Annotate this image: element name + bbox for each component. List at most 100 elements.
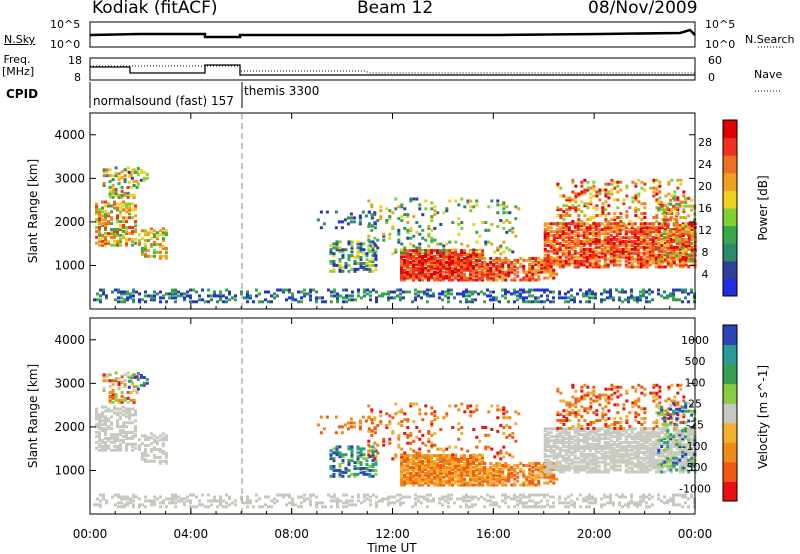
- power-cell: [579, 288, 582, 292]
- power-cell: [684, 196, 688, 200]
- power-cell: [522, 276, 526, 280]
- power-cell: [412, 268, 416, 272]
- power-cell: [120, 292, 123, 296]
- power-cell: [110, 210, 114, 214]
- velocity-cell: [147, 499, 150, 503]
- power-cell: [603, 249, 607, 253]
- power-cell: [367, 244, 371, 248]
- power-cell: [597, 245, 601, 249]
- power-cell: [669, 251, 673, 255]
- power-cell: [110, 227, 114, 231]
- velocity-cell: [537, 501, 540, 505]
- power-cell: [600, 249, 604, 253]
- velocity-cell: [409, 473, 413, 477]
- power-cell: [409, 272, 413, 276]
- power-cell: [451, 274, 455, 278]
- power-cell: [361, 210, 365, 214]
- velocity-cell: [543, 495, 546, 499]
- power-cell: [350, 254, 354, 258]
- velocity-cell: [351, 499, 354, 503]
- velocity-cell: [105, 373, 109, 377]
- velocity-cell: [495, 503, 498, 507]
- power-cell: [588, 257, 592, 261]
- velocity-cell: [131, 436, 135, 440]
- velocity-cell: [114, 493, 117, 497]
- power-cell: [448, 260, 452, 264]
- power-cell: [442, 262, 446, 266]
- velocity-cell: [537, 473, 541, 477]
- power-cell: [618, 238, 622, 242]
- power-cell: [430, 251, 434, 255]
- power-cell: [472, 260, 476, 264]
- power-cell: [540, 300, 543, 304]
- velocity-cell: [558, 452, 562, 456]
- velocity-cell: [421, 455, 425, 459]
- power-cell: [579, 261, 583, 265]
- power-cell: [561, 261, 565, 265]
- power-cell: [116, 243, 120, 247]
- power-cell: [146, 233, 150, 237]
- velocity-cell: [486, 481, 490, 485]
- power-cell: [439, 272, 443, 276]
- velocity-cell: [329, 474, 333, 478]
- power-cell: [654, 230, 658, 234]
- velocity-cell: [403, 473, 407, 477]
- velocity-cell: [457, 475, 461, 479]
- power-cell: [576, 234, 580, 238]
- velocity-cell: [606, 501, 609, 505]
- power-cell: [618, 236, 622, 240]
- power-cell: [657, 255, 661, 259]
- power-cell: [329, 260, 333, 263]
- power-cell: [255, 288, 258, 292]
- velocity-cell: [116, 413, 120, 417]
- velocity-cell: [145, 377, 149, 381]
- power-cell: [573, 222, 577, 226]
- power-cell: [101, 200, 105, 204]
- power-cell: [543, 247, 547, 251]
- power-cell: [567, 230, 571, 234]
- velocity-cell: [540, 467, 544, 471]
- power-cell: [291, 298, 294, 302]
- velocity-cell: [609, 495, 612, 499]
- power-cell: [609, 294, 612, 298]
- power-cell: [672, 230, 676, 234]
- velocity-cell: [490, 427, 494, 431]
- power-cell: [675, 298, 678, 302]
- velocity-cell: [591, 460, 595, 464]
- power-cell: [387, 292, 390, 296]
- velocity-cell: [149, 432, 153, 436]
- power-cell: [576, 236, 580, 240]
- power-cell: [101, 218, 105, 222]
- power-cell: [228, 298, 231, 302]
- power-cell: [678, 224, 682, 228]
- power-cell: [573, 241, 577, 245]
- velocity-cell: [424, 458, 428, 462]
- velocity-cell: [189, 493, 192, 497]
- power-cell: [528, 300, 531, 304]
- velocity-cell: [356, 461, 360, 465]
- power-cell: [495, 298, 498, 302]
- velocity-cell: [555, 462, 559, 466]
- velocity-cell: [501, 477, 505, 481]
- power-cell: [451, 266, 455, 270]
- power-cell: [561, 232, 565, 236]
- power-cell: [531, 276, 535, 280]
- velocity-cell: [460, 459, 464, 463]
- velocity-cell: [522, 471, 526, 475]
- velocity-cell: [484, 447, 488, 451]
- power-cell: [502, 207, 506, 211]
- power-cell: [549, 261, 553, 265]
- velocity-cell: [406, 426, 410, 430]
- power-cell: [403, 254, 407, 258]
- velocity-cell: [496, 429, 500, 433]
- power-cell: [430, 256, 434, 260]
- velocity-cell: [143, 444, 147, 448]
- power-cell: [624, 265, 628, 269]
- velocity-cell: [480, 495, 483, 499]
- velocity-cell: [300, 501, 303, 505]
- power-cell: [630, 288, 633, 292]
- power-cell: [131, 208, 135, 212]
- power-cell: [666, 243, 670, 247]
- velocity-cell: [400, 420, 404, 424]
- power-cell: [642, 236, 646, 240]
